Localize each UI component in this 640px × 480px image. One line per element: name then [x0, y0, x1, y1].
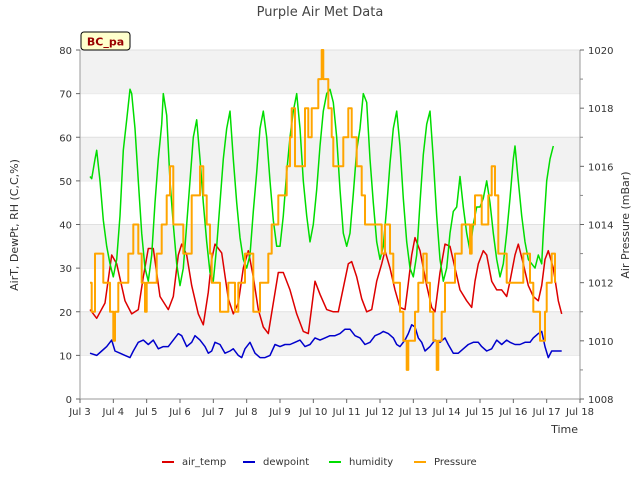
x-tick-label: Jul 5 [135, 407, 158, 418]
x-tick-label: Jul 4 [102, 407, 125, 418]
site-badge: BC_pa [80, 31, 131, 51]
x-tick-label: Jul 10 [298, 407, 327, 418]
x-tick-label: Jul 9 [268, 407, 291, 418]
y-left-tick-label: 60 [59, 133, 72, 144]
series-line-dewpoint [89, 324, 562, 359]
chart-title: Purple Air Met Data [257, 5, 384, 20]
x-tick-label: Jul 14 [432, 407, 461, 418]
y-axis-right-label: Air Pressure (mBar) [619, 171, 632, 278]
x-tick-label: Jul 13 [398, 407, 427, 418]
x-tick-label: Jul 11 [332, 407, 361, 418]
y-right-tick-label: 1008 [588, 395, 613, 406]
x-tick-label: Jul 15 [465, 407, 494, 418]
x-tick-label: Jul 16 [498, 407, 527, 418]
legend-label-air-temp: air_temp [182, 457, 226, 468]
y-axis-left-label: AirT, DewPt, RH (C,C,%) [8, 159, 21, 291]
y-left-tick-label: 0 [66, 395, 72, 406]
y-left-tick-label: 50 [59, 177, 72, 188]
y-left-tick-label: 40 [59, 221, 72, 232]
legend-label-pressure: Pressure [434, 457, 477, 468]
y-right-tick-label: 1014 [588, 221, 613, 232]
y-left-tick-label: 10 [59, 351, 72, 362]
legend-label-humidity: humidity [349, 457, 393, 468]
y-right-tick-label: 1016 [588, 162, 613, 173]
y-left-tick-label: 70 [59, 90, 72, 101]
y-right-tick-label: 1010 [588, 337, 613, 348]
axes: Jul 3 Jul 4 Jul 5 Jul 6 Jul 7 Jul 8 Jul 9 Jul 1… [59, 46, 613, 418]
legend-label-dewpoint: dewpoint [263, 457, 309, 468]
x-tick-label: Jul 8 [235, 407, 258, 418]
grid-band [80, 311, 580, 356]
grid-band [80, 137, 580, 181]
y-left-tick-label: 80 [59, 46, 72, 57]
y-right-tick-label: 1018 [588, 104, 613, 115]
series-line-humidity [89, 88, 555, 287]
y-left-tick-label: 20 [59, 308, 72, 319]
x-tick-label: Jul 6 [168, 407, 191, 418]
x-tick-label: Jul 17 [532, 407, 561, 418]
x-tick-label: Jul 12 [365, 407, 394, 418]
x-axis-label: Time [550, 423, 578, 436]
plot-background [80, 49, 580, 399]
series-lines [89, 49, 563, 371]
x-tick-label: Jul 3 [68, 407, 91, 418]
y-left-tick-label: 30 [59, 264, 72, 275]
x-tick-label: Jul 18 [565, 407, 594, 418]
grid-band [80, 50, 580, 94]
series-line-pressure [90, 49, 556, 371]
y-right-tick-label: 1012 [588, 279, 613, 290]
site-badge-label: BC_pa [87, 36, 124, 49]
legend: air_temp dewpoint humidity Pressure [162, 457, 477, 468]
y-right-tick-label: 1020 [588, 46, 613, 57]
x-tick-label: Jul 7 [202, 407, 225, 418]
